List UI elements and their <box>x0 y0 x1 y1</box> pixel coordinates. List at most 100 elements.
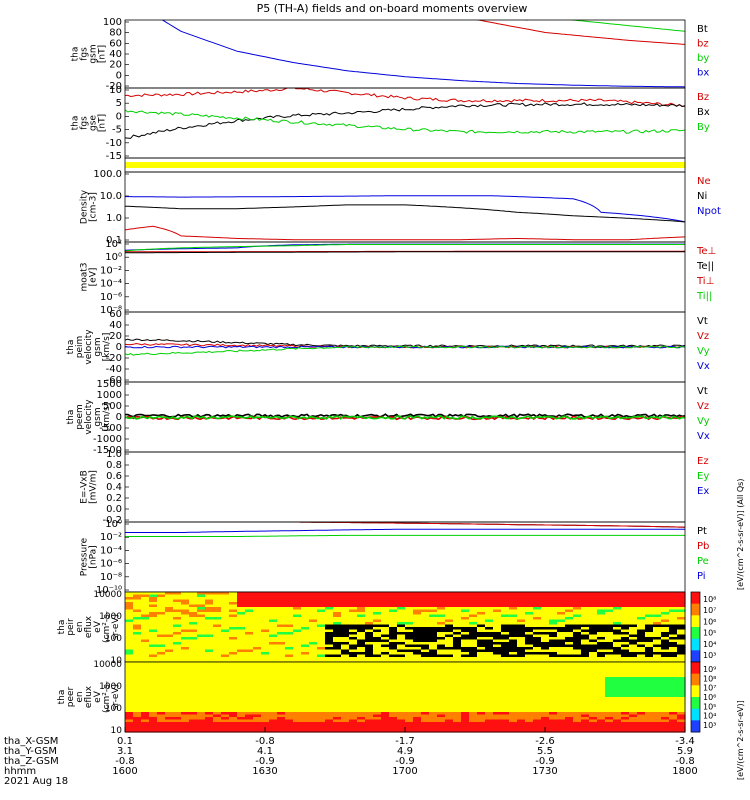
heat-cell <box>613 719 622 723</box>
heat-cell <box>357 709 366 713</box>
heat-cell <box>437 727 446 731</box>
heat-cell <box>485 632 494 636</box>
heat-cell <box>517 699 526 703</box>
heat-cell <box>613 667 622 671</box>
heat-cell <box>341 724 350 728</box>
heat-cell <box>645 602 654 606</box>
heat-cell <box>597 612 606 616</box>
heat-cell <box>269 624 278 628</box>
heat-cell <box>397 649 406 653</box>
heat-cell <box>261 597 270 601</box>
heat-cell <box>525 712 534 716</box>
heat-cell <box>365 684 374 688</box>
heat-cell <box>413 639 422 643</box>
heat-cell <box>213 644 222 648</box>
heat-cell <box>661 712 670 716</box>
heat-cell <box>165 684 174 688</box>
heat-cell <box>405 694 414 698</box>
heat-cell <box>461 694 470 698</box>
heat-cell <box>533 614 542 618</box>
heat-cell <box>253 609 262 613</box>
heat-cell <box>661 729 670 733</box>
heat-cell <box>237 712 246 716</box>
heat-cell <box>269 719 278 723</box>
heat-cell <box>493 659 502 663</box>
heat-cell <box>413 677 422 681</box>
heat-cell <box>349 642 358 646</box>
heat-cell <box>389 664 398 668</box>
heat-cell <box>149 689 158 693</box>
heat-cell <box>533 707 542 711</box>
heat-cell <box>221 624 230 628</box>
heat-cell <box>349 729 358 733</box>
heat-cell <box>445 697 454 701</box>
y-tick-label: 10⁻⁸ <box>100 572 122 583</box>
heat-cell <box>277 699 286 703</box>
heat-cell <box>333 599 342 603</box>
heat-cell <box>661 719 670 723</box>
heat-cell <box>381 607 390 611</box>
heat-cell <box>541 694 550 698</box>
heat-cell <box>309 657 318 661</box>
heat-cell <box>533 669 542 673</box>
heat-cell <box>653 667 662 671</box>
heat-cell <box>261 624 270 628</box>
y-tick-label: -20 <box>106 353 122 364</box>
heat-cell <box>245 654 254 658</box>
heat-cell <box>429 644 438 648</box>
heat-cell <box>501 609 510 613</box>
heat-cell <box>397 674 406 678</box>
heat-cell <box>357 714 366 718</box>
heat-cell <box>341 634 350 638</box>
heat-cell <box>189 689 198 693</box>
heat-cell <box>245 602 254 606</box>
heat-cell <box>309 607 318 611</box>
heat-cell <box>301 689 310 693</box>
heat-cell <box>277 692 286 696</box>
heat-cell <box>661 632 670 636</box>
heat-cell <box>349 647 358 651</box>
heat-cell <box>509 642 518 646</box>
y-tick-label: 100 <box>105 704 122 714</box>
heat-cell <box>253 622 262 626</box>
heat-cell <box>645 664 654 668</box>
heat-cell <box>613 702 622 706</box>
heat-cell <box>445 592 454 596</box>
heat-cell <box>605 722 614 726</box>
heat-cell <box>261 642 270 646</box>
heat-cell <box>597 722 606 726</box>
heat-cell <box>165 627 174 631</box>
heat-cell <box>557 627 566 631</box>
heat-cell <box>357 719 366 723</box>
heat-cell <box>173 642 182 646</box>
heat-cell <box>533 719 542 723</box>
heat-cell <box>157 592 166 596</box>
heat-cell <box>413 609 422 613</box>
heat-cell <box>525 594 534 598</box>
heat-cell <box>149 667 158 671</box>
heat-cell <box>429 607 438 611</box>
y-axis-label: eflux <box>84 685 94 708</box>
y-axis-label: Density <box>80 189 90 224</box>
heat-cell <box>573 674 582 678</box>
heat-cell <box>677 614 686 618</box>
heat-cell <box>437 684 446 688</box>
heat-cell <box>189 624 198 628</box>
heat-cell <box>237 632 246 636</box>
heat-cell <box>197 719 206 723</box>
heat-cell <box>605 724 614 728</box>
heat-cell <box>389 714 398 718</box>
heat-cell <box>573 639 582 643</box>
heat-cell <box>661 679 670 683</box>
legend-Te⊥: Te⊥ <box>696 246 716 257</box>
heat-cell <box>125 687 134 691</box>
heat-cell <box>261 662 270 666</box>
heat-cell <box>405 592 414 596</box>
heat-cell <box>221 652 230 656</box>
heat-cell <box>309 677 318 681</box>
heat-cell <box>525 719 534 723</box>
heat-cell <box>341 687 350 691</box>
legend-Vz: Vz <box>697 331 709 342</box>
